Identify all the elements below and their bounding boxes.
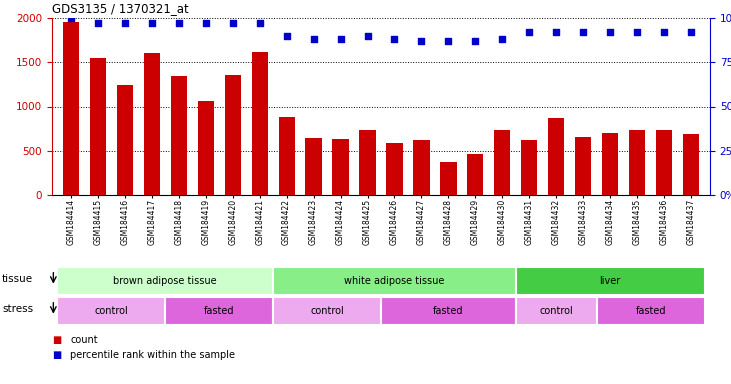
Bar: [413, 140, 430, 195]
Point: [146, 20, 158, 26]
Bar: [629, 129, 645, 195]
Bar: [387, 143, 403, 195]
Bar: [602, 133, 618, 195]
Point: [119, 20, 131, 26]
Text: liver: liver: [599, 276, 621, 286]
Bar: [440, 162, 456, 195]
Bar: [90, 58, 106, 195]
Point: [577, 29, 589, 35]
Bar: [575, 137, 591, 195]
Bar: [279, 117, 295, 195]
Point: [632, 29, 643, 35]
Bar: [273, 297, 381, 325]
Point: [362, 33, 374, 39]
Point: [389, 36, 401, 42]
Bar: [656, 131, 673, 195]
Text: control: control: [539, 306, 573, 316]
Point: [65, 15, 77, 21]
Bar: [521, 140, 537, 195]
Text: brown adipose tissue: brown adipose tissue: [113, 276, 217, 286]
Bar: [494, 129, 510, 195]
Bar: [63, 22, 79, 195]
Point: [227, 20, 238, 26]
Text: fasted: fasted: [433, 306, 463, 316]
Bar: [273, 267, 516, 295]
Bar: [165, 297, 273, 325]
Point: [281, 33, 292, 39]
Text: fasted: fasted: [635, 306, 666, 316]
Text: fasted: fasted: [204, 306, 235, 316]
Point: [416, 38, 428, 44]
Point: [605, 29, 616, 35]
Point: [659, 29, 670, 35]
Point: [200, 20, 211, 26]
Point: [335, 36, 346, 42]
Bar: [170, 76, 187, 195]
Point: [523, 29, 535, 35]
Text: percentile rank within the sample: percentile rank within the sample: [70, 350, 235, 360]
Text: count: count: [70, 335, 98, 345]
Bar: [117, 85, 133, 195]
Bar: [224, 74, 240, 195]
Text: control: control: [310, 306, 344, 316]
Point: [308, 36, 319, 42]
Text: tissue: tissue: [2, 274, 33, 284]
Bar: [58, 297, 165, 325]
Bar: [516, 267, 705, 295]
Text: white adipose tissue: white adipose tissue: [344, 276, 444, 286]
Point: [496, 36, 508, 42]
Point: [173, 20, 185, 26]
Text: ■: ■: [52, 350, 61, 360]
Point: [469, 38, 481, 44]
Bar: [548, 118, 564, 195]
Text: ■: ■: [52, 335, 61, 345]
Bar: [381, 297, 516, 325]
Bar: [251, 51, 268, 195]
Bar: [197, 101, 213, 195]
Text: control: control: [94, 306, 128, 316]
Bar: [467, 154, 483, 195]
Bar: [144, 53, 160, 195]
Bar: [596, 297, 705, 325]
Point: [442, 38, 454, 44]
Bar: [683, 134, 700, 195]
Text: stress: stress: [2, 304, 33, 314]
Bar: [58, 267, 273, 295]
Bar: [333, 139, 349, 195]
Bar: [306, 138, 322, 195]
Bar: [516, 297, 596, 325]
Bar: [360, 131, 376, 195]
Point: [685, 29, 697, 35]
Point: [254, 20, 265, 26]
Point: [92, 20, 104, 26]
Text: GDS3135 / 1370321_at: GDS3135 / 1370321_at: [52, 2, 189, 15]
Point: [550, 29, 562, 35]
